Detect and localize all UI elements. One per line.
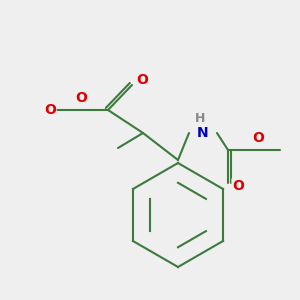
Text: N: N: [197, 126, 209, 140]
Text: H: H: [195, 112, 205, 125]
Text: O: O: [136, 73, 148, 87]
Text: O: O: [232, 179, 244, 193]
Text: O: O: [75, 91, 87, 105]
Text: O: O: [252, 131, 264, 145]
Text: O: O: [44, 103, 56, 117]
